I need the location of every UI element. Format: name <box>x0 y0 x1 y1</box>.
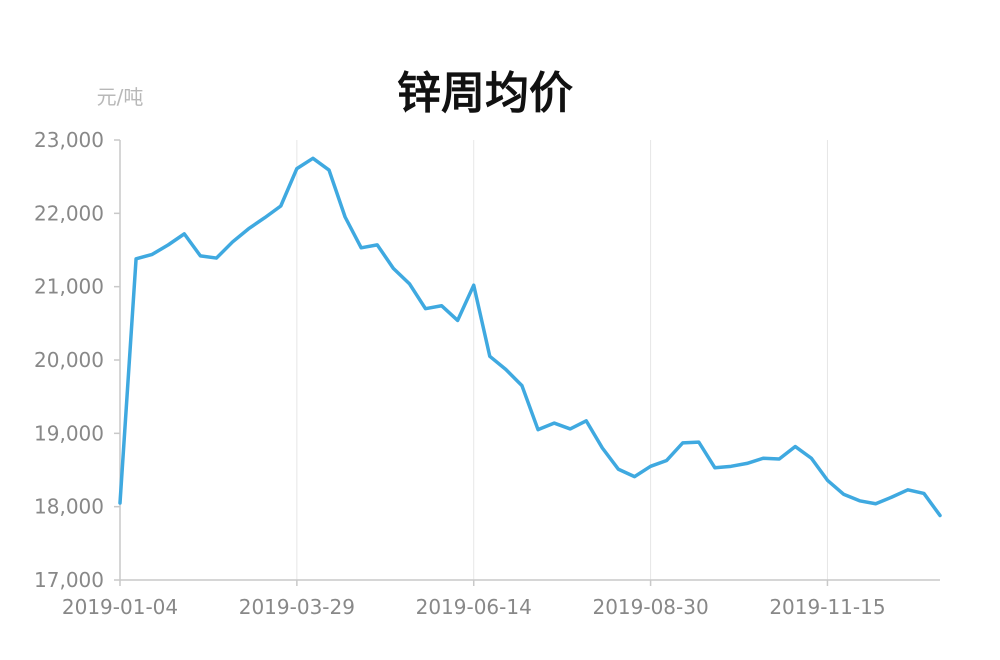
data-point <box>842 492 846 496</box>
y-tick-label: 23,000 <box>34 128 104 152</box>
data-point <box>295 167 299 171</box>
data-point <box>552 421 556 425</box>
data-point <box>809 456 813 460</box>
data-point <box>456 318 460 322</box>
data-point <box>536 428 540 432</box>
y-tick-label: 17,000 <box>34 568 104 592</box>
data-point <box>665 458 669 462</box>
data-point <box>825 478 829 482</box>
data-point <box>488 354 492 358</box>
gridlines <box>296 140 828 580</box>
data-point <box>407 282 411 286</box>
data-point <box>166 243 170 247</box>
data-point <box>761 456 765 460</box>
data-point <box>150 252 154 256</box>
data-point <box>584 419 588 423</box>
data-point <box>391 266 395 270</box>
data-point <box>568 427 572 431</box>
data-point <box>745 461 749 465</box>
y-tick-label: 22,000 <box>34 201 104 225</box>
chart-title: 锌周均价 <box>397 68 573 119</box>
series-layer <box>118 156 942 518</box>
data-point <box>440 304 444 308</box>
data-point <box>182 232 186 236</box>
data-point <box>600 446 604 450</box>
y-axis-unit-label: 元/吨 <box>97 85 144 109</box>
y-tick-label: 20,000 <box>34 348 104 372</box>
data-point <box>793 445 797 449</box>
x-tick-label: 2019-06-14 <box>416 595 532 619</box>
y-tick-label: 18,000 <box>34 495 104 519</box>
data-point <box>729 464 733 468</box>
x-tick-label: 2019-08-30 <box>592 595 708 619</box>
data-point <box>649 464 653 468</box>
data-point <box>231 240 235 244</box>
data-point <box>327 168 331 172</box>
data-point <box>520 384 524 388</box>
y-tick-label: 21,000 <box>34 275 104 299</box>
data-point <box>247 227 251 231</box>
data-point <box>263 216 267 220</box>
data-point <box>214 256 218 260</box>
data-point <box>375 243 379 247</box>
data-point <box>713 466 717 470</box>
data-point <box>874 502 878 506</box>
data-point <box>777 457 781 461</box>
y-tick-label: 19,000 <box>34 421 104 445</box>
data-point <box>134 257 138 261</box>
data-point <box>938 513 942 517</box>
y-axis-ticks: 17,000 18,000 19,000 20,000 21,000 22,000 23,0… <box>34 128 120 592</box>
data-point <box>697 440 701 444</box>
data-point <box>681 441 685 445</box>
data-point <box>922 491 926 495</box>
x-tick-label: 2019-11-15 <box>769 595 885 619</box>
data-point <box>343 215 347 219</box>
axes <box>119 140 940 581</box>
data-point <box>890 495 894 499</box>
data-point <box>504 368 508 372</box>
series-line <box>118 156 942 518</box>
data-point <box>118 501 122 505</box>
data-point <box>616 467 620 471</box>
x-axis-ticks: 2019-01-04 2019-03-29 2019-06-14 2019-08-30… <box>62 580 886 619</box>
data-point <box>198 254 202 258</box>
data-point <box>472 283 476 287</box>
data-point <box>633 475 637 479</box>
data-point <box>858 499 862 503</box>
data-point <box>279 204 283 208</box>
data-point <box>311 156 315 160</box>
x-tick-label: 2019-01-04 <box>62 595 178 619</box>
data-point <box>359 246 363 250</box>
data-point <box>906 488 910 492</box>
data-point <box>423 307 427 311</box>
x-tick-label: 2019-03-29 <box>239 595 355 619</box>
